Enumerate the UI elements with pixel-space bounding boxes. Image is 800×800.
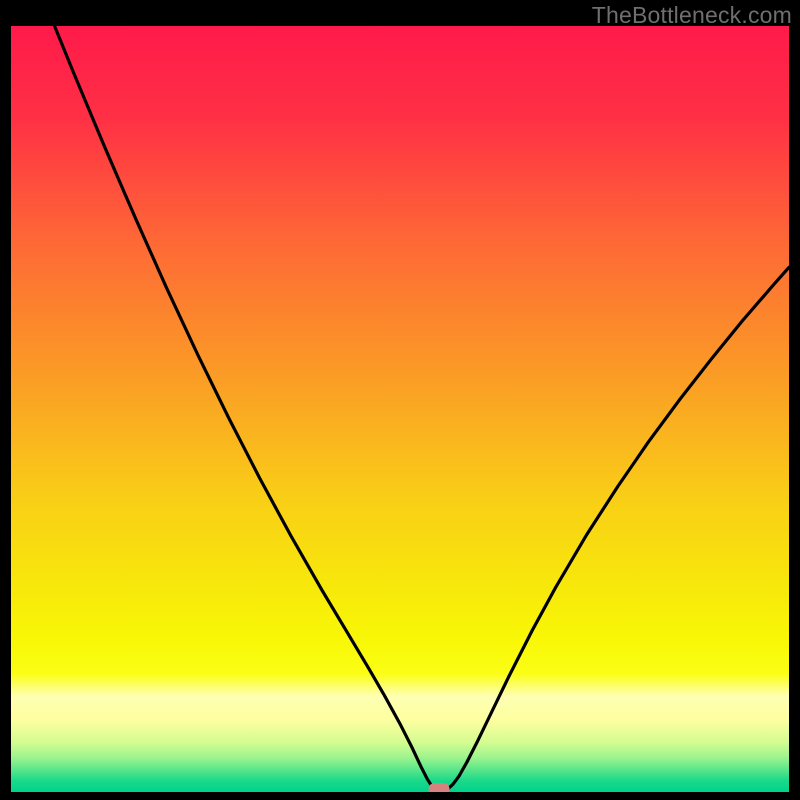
optimum-marker — [428, 783, 449, 792]
bottleneck-curve — [11, 26, 789, 792]
curve-path — [55, 26, 789, 790]
chart-root: TheBottleneck.com — [0, 0, 800, 800]
plot-area — [11, 26, 789, 792]
watermark-text: TheBottleneck.com — [592, 2, 792, 29]
